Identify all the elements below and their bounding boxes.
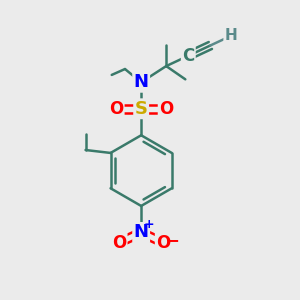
Text: O: O — [159, 100, 173, 118]
Text: C: C — [182, 47, 194, 65]
Text: O: O — [109, 100, 123, 118]
Text: −: − — [166, 231, 180, 249]
Text: O: O — [112, 234, 126, 252]
Text: O: O — [156, 234, 170, 252]
Text: H: H — [225, 28, 237, 43]
Text: N: N — [134, 224, 149, 242]
Text: +: + — [143, 218, 154, 231]
Text: N: N — [134, 73, 149, 91]
Text: S: S — [135, 100, 148, 118]
